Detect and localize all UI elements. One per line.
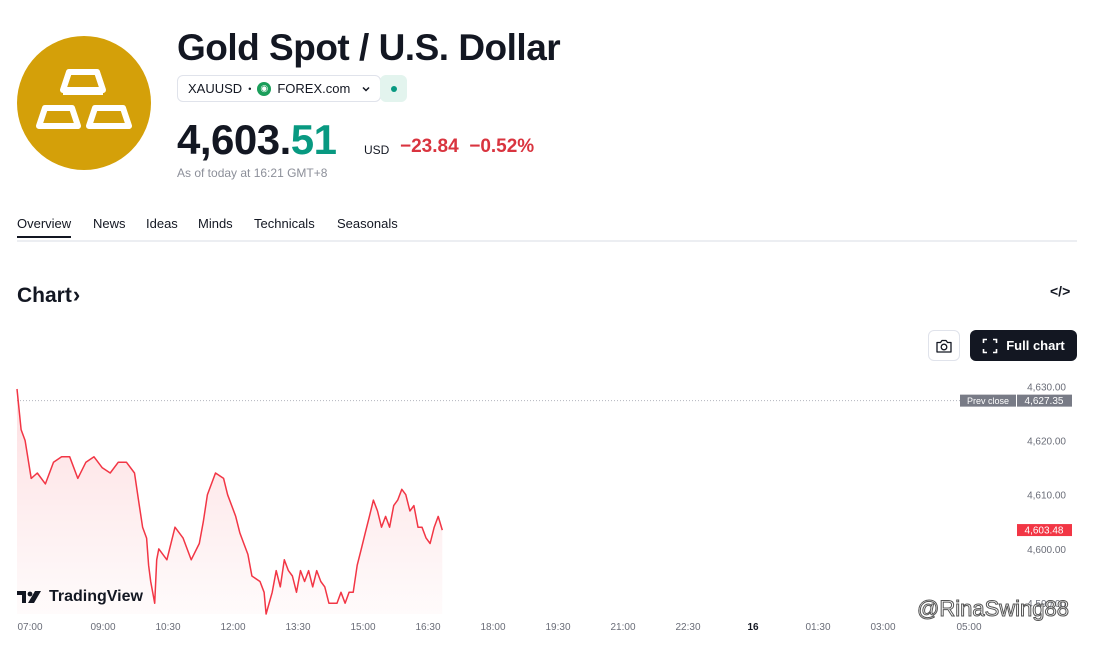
symbol-label: XAUUSD — [188, 81, 243, 96]
status-dot-icon — [390, 85, 397, 92]
tab-ideas[interactable]: Ideas — [146, 216, 178, 231]
full-chart-label: Full chart — [1006, 338, 1065, 353]
price-integer: 4,603. — [177, 116, 291, 163]
tab-news[interactable]: News — [93, 216, 126, 231]
forex-logo-icon: ◉ — [257, 81, 272, 96]
last-price-value: 4,603.48 — [1025, 526, 1064, 537]
prev-close-label: Prev close — [967, 396, 1009, 406]
x-tick-label: 22:30 — [675, 622, 700, 633]
chart-section-link[interactable]: Chart› — [17, 282, 80, 308]
x-tick-label: 09:00 — [90, 622, 115, 633]
exchange-selector[interactable]: XAUUSD • ◉ FOREX.com — [177, 75, 382, 102]
full-chart-button[interactable]: Full chart — [970, 330, 1077, 361]
gold-logo — [17, 36, 151, 170]
price-line — [16, 388, 444, 615]
y-tick-label: 4,590.00 — [1027, 599, 1066, 610]
tab-bar: Overview News Ideas Minds Technicals Sea… — [17, 216, 1077, 242]
change-pct: −0.52% — [469, 136, 535, 157]
tradingview-label: TradingView — [49, 588, 143, 605]
last-price-badge — [1017, 524, 1072, 537]
prev-close-badge — [960, 394, 1016, 407]
tradingview-logo[interactable]: TradingView — [17, 588, 143, 606]
x-tick-label: 16 — [747, 622, 759, 633]
prev-close-value-badge — [1017, 394, 1072, 407]
section-title: Chart — [17, 284, 72, 307]
x-tick-label: 10:30 — [155, 622, 180, 633]
tab-minds[interactable]: Minds — [198, 216, 233, 231]
chevron-right-icon: › — [72, 282, 81, 307]
y-tick-label: 4,620.00 — [1027, 436, 1066, 447]
camera-icon — [936, 339, 952, 353]
tradingview-logo-icon — [17, 591, 41, 603]
x-tick-label: 01:30 — [805, 622, 830, 633]
x-tick-label: 21:00 — [610, 622, 635, 633]
currency-label: USD — [364, 143, 390, 157]
y-tick-label: 4,600.00 — [1027, 545, 1066, 556]
x-tick-label: 18:00 — [480, 622, 505, 633]
price-change: −23.84 −0.52% — [400, 136, 534, 158]
tab-seasonals[interactable]: Seasonals — [337, 216, 398, 231]
prev-close-value: 4,627.35 — [1025, 396, 1064, 407]
snapshot-button[interactable] — [928, 330, 960, 361]
change-abs: −23.84 — [400, 136, 459, 157]
exchange-label: FOREX.com — [277, 81, 351, 96]
x-tick-label: 13:30 — [285, 622, 310, 633]
price-chart[interactable]: 4,630.00 4,620.00 4,610.00 4,600.00 4,590.00… — [0, 370, 1119, 640]
x-tick-label: 16:30 — [415, 622, 440, 633]
gold-bars-icon — [36, 69, 132, 129]
fullscreen-icon — [982, 338, 998, 353]
watermark-text: @RinaSwing88 — [917, 596, 1070, 622]
tab-overview[interactable]: Overview — [17, 216, 72, 238]
page-title: Gold Spot / U.S. Dollar — [177, 27, 561, 68]
chevron-down-icon — [362, 86, 370, 92]
market-status-badge[interactable] — [380, 75, 407, 102]
tab-technicals[interactable]: Technicals — [254, 216, 315, 231]
x-tick-label: 03:00 — [870, 622, 895, 633]
x-tick-label: 19:30 — [545, 622, 570, 633]
embed-code-icon[interactable]: </> — [1050, 283, 1071, 299]
separator-dot: • — [248, 83, 252, 94]
x-tick-label: 15:00 — [350, 622, 375, 633]
y-tick-label: 4,630.00 — [1027, 382, 1066, 393]
as-of-time: As of today at 16:21 GMT+8 — [177, 166, 328, 180]
x-tick-label: 12:00 — [220, 622, 245, 633]
current-price: 4,603.51 — [177, 116, 337, 164]
x-tick-label: 07:00 — [17, 622, 42, 633]
y-tick-label: 4,610.00 — [1027, 491, 1066, 502]
x-tick-label: 05:00 — [956, 622, 981, 633]
price-decimal: 51 — [290, 116, 337, 163]
